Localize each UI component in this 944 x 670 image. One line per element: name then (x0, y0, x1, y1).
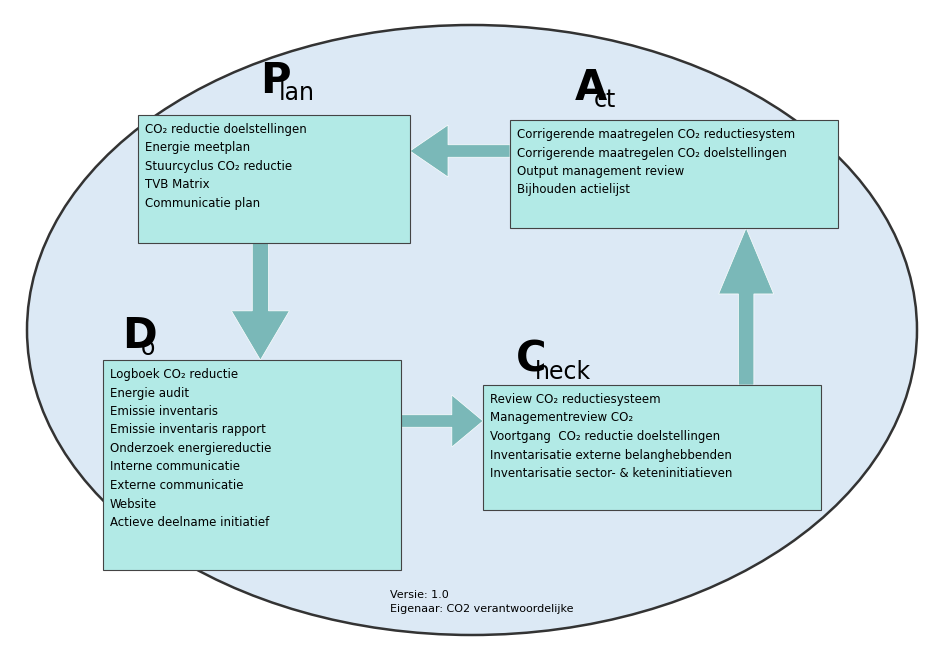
Text: ct: ct (593, 88, 615, 112)
Text: Versie: 1.0
Eigenaar: CO2 verantwoordelijke: Versie: 1.0 Eigenaar: CO2 verantwoordeli… (390, 590, 573, 614)
Text: A: A (574, 67, 607, 109)
FancyBboxPatch shape (103, 360, 400, 570)
Text: Logboek CO₂ reductie
Energie audit
Emissie inventaris
Emissie inventaris rapport: Logboek CO₂ reductie Energie audit Emiss… (110, 368, 271, 529)
Text: D: D (122, 315, 157, 357)
FancyBboxPatch shape (138, 115, 410, 243)
Polygon shape (717, 228, 773, 385)
FancyBboxPatch shape (510, 120, 837, 228)
Polygon shape (410, 125, 510, 177)
Text: heck: heck (534, 360, 590, 384)
Text: lan: lan (278, 81, 314, 105)
Ellipse shape (27, 25, 916, 635)
Polygon shape (400, 395, 482, 447)
Text: C: C (515, 339, 546, 381)
Text: o: o (141, 336, 155, 360)
Text: P: P (260, 60, 291, 102)
Text: CO₂ reductie doelstellingen
Energie meetplan
Stuurcyclus CO₂ reductie
TVB Matrix: CO₂ reductie doelstellingen Energie meet… (144, 123, 307, 210)
Text: Review CO₂ reductiesysteem
Managementreview CO₂
Voortgang  CO₂ reductie doelstel: Review CO₂ reductiesysteem Managementrev… (490, 393, 732, 480)
Text: Corrigerende maatregelen CO₂ reductiesystem
Corrigerende maatregelen CO₂ doelste: Corrigerende maatregelen CO₂ reductiesys… (516, 128, 794, 196)
FancyBboxPatch shape (482, 385, 820, 510)
Polygon shape (231, 243, 289, 360)
